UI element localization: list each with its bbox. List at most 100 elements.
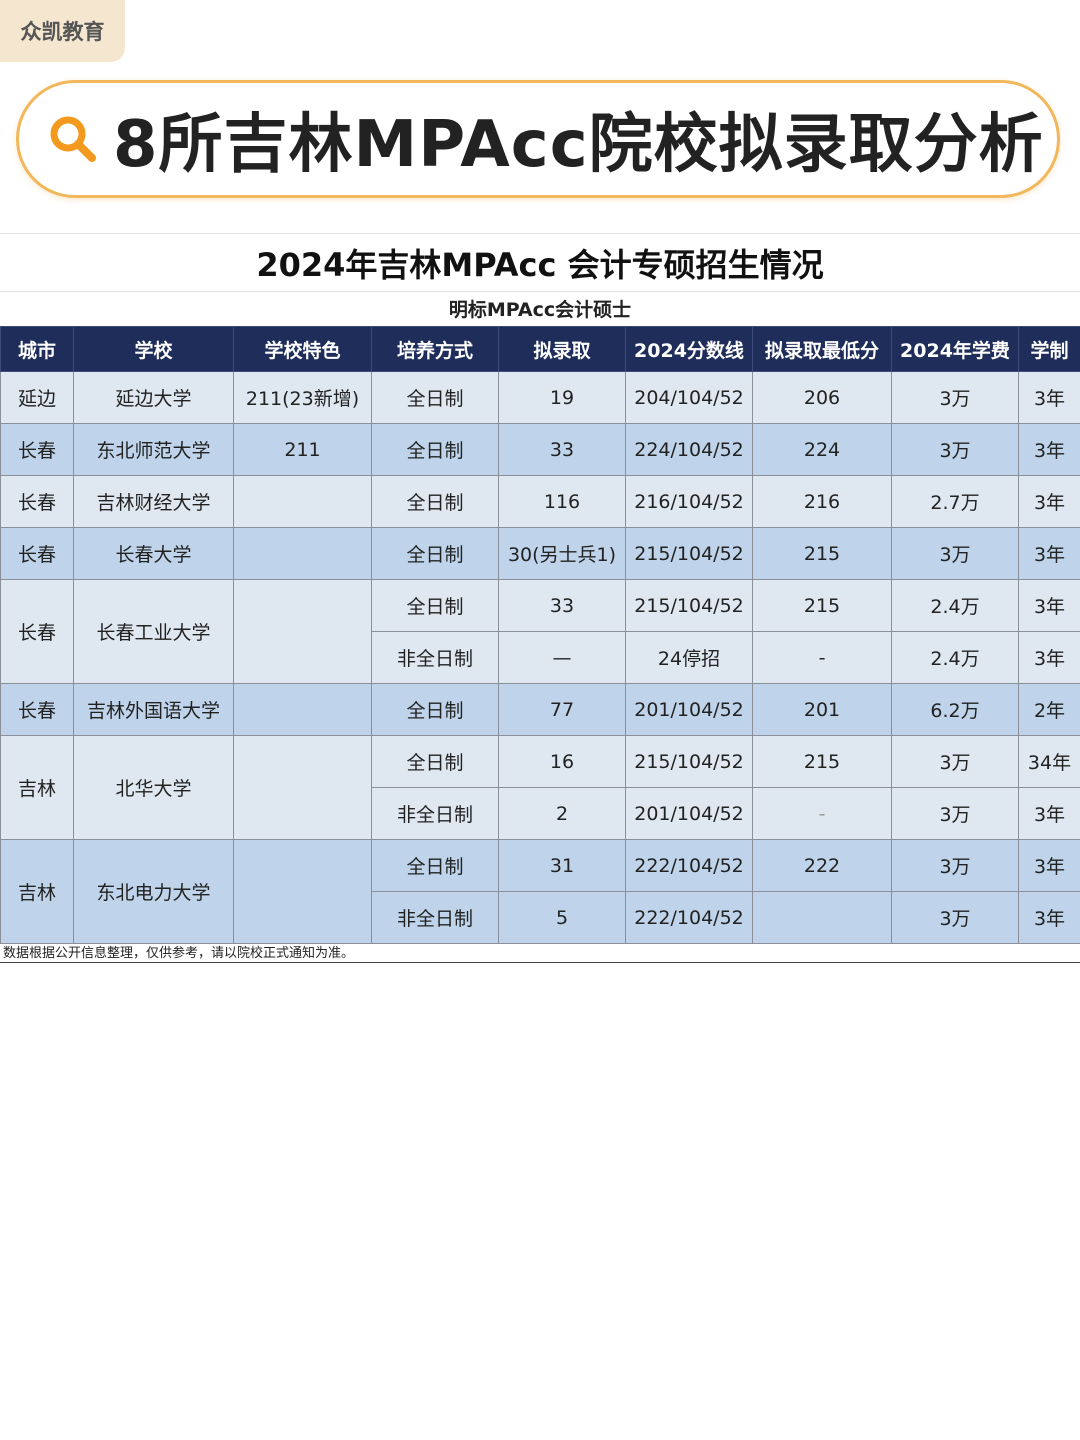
table-row: 长春 长春工业大学 全日制 33 215/104/52 215 2.4万 3年: [0, 579, 1080, 684]
cell-fee: 2.7万: [891, 475, 1019, 528]
sheet-title: 2024年吉林MPAcc 会计专硕招生情况: [0, 233, 1080, 292]
cell-min-score: 206: [752, 371, 892, 424]
search-icon: [47, 113, 99, 165]
cell-mode: 全日制: [371, 735, 499, 788]
cell-min-score: [752, 891, 892, 944]
cell-feature: [233, 527, 372, 580]
admission-table: 城市 学校 学校特色 培养方式 拟录取 2024分数线 拟录取最低分 2024年…: [0, 326, 1080, 944]
cell-fee: 3万: [891, 423, 1019, 476]
cell-score-line: 222/104/52: [625, 839, 753, 892]
cell-school: 东北师范大学: [73, 423, 234, 476]
cell-fee: 3万: [891, 891, 1019, 944]
cell-mode: 全日制: [371, 371, 499, 424]
cell-min-score: -: [752, 787, 892, 840]
cell-city: 长春: [0, 527, 74, 580]
cell-fee: 2.4万: [891, 631, 1019, 684]
header-school: 学校: [73, 326, 234, 372]
cell-city: 吉林: [0, 735, 74, 840]
cell-fee: 2.4万: [891, 579, 1019, 632]
cell-fee: 3万: [891, 839, 1019, 892]
cell-admit: 33: [498, 579, 626, 632]
cell-years: 3年: [1018, 579, 1080, 632]
cell-years: 3年: [1018, 371, 1080, 424]
cell-feature: [233, 475, 372, 528]
header-min-score: 拟录取最低分: [752, 326, 892, 372]
cell-mode: 全日制: [371, 683, 499, 736]
cell-school: 东北电力大学: [73, 839, 234, 944]
cell-years: 3年: [1018, 787, 1080, 840]
cell-feature: [233, 735, 372, 840]
cell-fee: 3万: [891, 371, 1019, 424]
cell-min-score: 215: [752, 579, 892, 632]
cell-city: 长春: [0, 683, 74, 736]
header-city: 城市: [0, 326, 74, 372]
table-row: 长春 东北师范大学 211 全日制 33 224/104/52 224 3万 3…: [0, 423, 1080, 476]
cell-years: 3年: [1018, 423, 1080, 476]
cell-mode: 全日制: [371, 579, 499, 632]
cell-score-line: 24停招: [625, 631, 753, 684]
header-score-line: 2024分数线: [625, 326, 753, 372]
cell-admit: 77: [498, 683, 626, 736]
cell-mode: 非全日制: [371, 891, 499, 944]
cell-years: 3年: [1018, 631, 1080, 684]
cell-feature: [233, 839, 372, 944]
cell-admit: 16: [498, 735, 626, 788]
cell-min-score: 224: [752, 423, 892, 476]
cell-school: 北华大学: [73, 735, 234, 840]
cell-admit: —: [498, 631, 626, 684]
cell-fee: 3万: [891, 735, 1019, 788]
cell-admit: 33: [498, 423, 626, 476]
cell-min-score: 222: [752, 839, 892, 892]
brand-tag: 众凯教育: [0, 0, 125, 62]
cell-admit: 30(另士兵1): [498, 527, 626, 580]
cell-score-line: 215/104/52: [625, 579, 753, 632]
table-header-row: 城市 学校 学校特色 培养方式 拟录取 2024分数线 拟录取最低分 2024年…: [0, 326, 1080, 372]
cell-school: 延边大学: [73, 371, 234, 424]
cell-school: 吉林财经大学: [73, 475, 234, 528]
cell-years: 3年: [1018, 839, 1080, 892]
cell-fee: 3万: [891, 527, 1019, 580]
cell-admit: 19: [498, 371, 626, 424]
cell-feature: 211(23新增): [233, 371, 372, 424]
cell-fee: 3万: [891, 787, 1019, 840]
cell-admit: 116: [498, 475, 626, 528]
table-row: 长春 吉林外国语大学 全日制 77 201/104/52 201 6.2万 2年: [0, 683, 1080, 736]
cell-score-line: 224/104/52: [625, 423, 753, 476]
sheet-subtitle: 明标MPAcc会计硕士: [448, 299, 632, 321]
cell-years: 3年: [1018, 527, 1080, 580]
cell-mode: 全日制: [371, 839, 499, 892]
cell-mode: 全日制: [371, 527, 499, 580]
header-admit: 拟录取: [498, 326, 626, 372]
cell-years: 3年: [1018, 475, 1080, 528]
cell-years: 34年: [1018, 735, 1080, 788]
search-banner: 8所吉林MPAcc院校拟录取分析: [16, 80, 1060, 198]
cell-feature: [233, 683, 372, 736]
cell-min-score: 201: [752, 683, 892, 736]
cell-city: 长春: [0, 423, 74, 476]
cell-score-line: 201/104/52: [625, 787, 753, 840]
header-feature: 学校特色: [233, 326, 372, 372]
cell-min-score: 215: [752, 735, 892, 788]
table-row: 延边 延边大学 211(23新增) 全日制 19 204/104/52 206 …: [0, 371, 1080, 424]
cell-admit: 2: [498, 787, 626, 840]
cell-score-line: 204/104/52: [625, 371, 753, 424]
cell-school: 长春大学: [73, 527, 234, 580]
cell-mode: 非全日制: [371, 631, 499, 684]
cell-fee: 6.2万: [891, 683, 1019, 736]
header-mode: 培养方式: [371, 326, 499, 372]
table-row: 非全日制 2 201/104/52 - 3万 3年: [1, 787, 1080, 840]
table-row: 非全日制 — 24停招 - 2.4万 3年: [1, 631, 1080, 684]
table-row: 吉林 北华大学 全日制 16 215/104/52 215 3万 34年: [0, 735, 1080, 840]
cell-score-line: 215/104/52: [625, 527, 753, 580]
cell-admit: 31: [498, 839, 626, 892]
cell-admit: 5: [498, 891, 626, 944]
cell-years: 2年: [1018, 683, 1080, 736]
cell-school: 吉林外国语大学: [73, 683, 234, 736]
cell-score-line: 215/104/52: [625, 735, 753, 788]
table-row: 长春 吉林财经大学 全日制 116 216/104/52 216 2.7万 3年: [0, 475, 1080, 528]
cell-min-score: 216: [752, 475, 892, 528]
cell-mode: 非全日制: [371, 787, 499, 840]
cell-mode: 全日制: [371, 423, 499, 476]
cell-min-score: 215: [752, 527, 892, 580]
cell-min-score: -: [752, 631, 892, 684]
